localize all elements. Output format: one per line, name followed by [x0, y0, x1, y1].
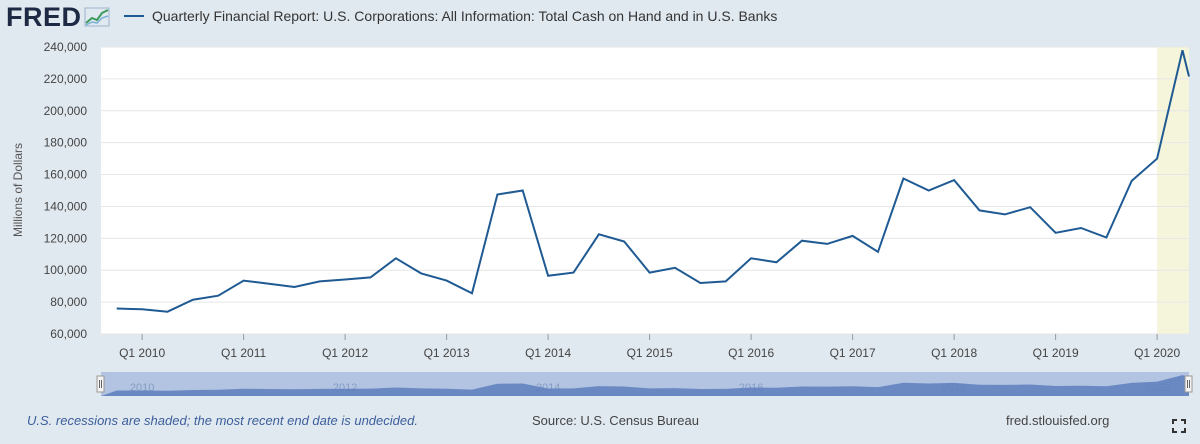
y-tick-label: 140,000 — [44, 199, 88, 213]
legend-series-label: Quarterly Financial Report: U.S. Corpora… — [152, 8, 778, 24]
x-tick-label: Q1 2017 — [830, 346, 876, 360]
source-note: Source: U.S. Census Bureau — [532, 413, 699, 428]
x-tick-label: Q1 2010 — [119, 346, 165, 360]
y-axis-ticks: 60,000 80,000 100,000 120,000 140,000 160,000… — [44, 40, 88, 341]
series-line — [116, 49, 1190, 313]
navigator-selection[interactable] — [101, 372, 1189, 396]
y-axis-label: Millions of Dollars — [11, 143, 25, 237]
logo-text: FRED — [6, 1, 82, 32]
x-tick-label: Q1 2015 — [627, 346, 673, 360]
y-tick-label: 180,000 — [44, 136, 88, 150]
y-tick-label: 80,000 — [50, 295, 87, 309]
y-tick-label: 240,000 — [44, 40, 88, 54]
x-tick-label: Q1 2016 — [728, 346, 774, 360]
y-tick-label: 200,000 — [44, 104, 88, 118]
x-tick-label: Q1 2014 — [525, 346, 571, 360]
fullscreen-icon[interactable] — [1172, 419, 1186, 433]
site-link[interactable]: fred.stlouisfed.org — [1006, 413, 1110, 428]
chart-legend: Quarterly Financial Report: U.S. Corpora… — [124, 8, 777, 24]
y-tick-label: 220,000 — [44, 72, 88, 86]
range-navigator[interactable]: 201020122014201620182020 — [96, 372, 1193, 396]
legend-swatch — [124, 15, 144, 17]
x-tick-label: Q1 2019 — [1033, 346, 1079, 360]
logo-graph-icon — [84, 7, 109, 27]
x-tick-label: Q1 2020 — [1134, 346, 1180, 360]
y-tick-label: 60,000 — [50, 327, 87, 341]
navigator-left-handle[interactable] — [96, 375, 105, 393]
y-tick-label: 120,000 — [44, 231, 88, 245]
x-tick-label: Q1 2013 — [424, 346, 470, 360]
x-tick-label: Q1 2018 — [931, 346, 977, 360]
x-axis-ticks: Q1 2010 Q1 2011 Q1 2012 Q1 2013 Q1 2014 Q1 20… — [119, 334, 1180, 360]
y-tick-label: 100,000 — [44, 263, 88, 277]
fred-logo[interactable]: FRED — [6, 2, 110, 32]
grid-layer — [101, 46, 1189, 335]
plot-area — [101, 47, 1189, 334]
x-tick-label: Q1 2012 — [322, 346, 368, 360]
navigator-right-handle[interactable] — [1184, 375, 1193, 393]
recession-note: U.S. recessions are shaded; the most rec… — [27, 413, 418, 428]
x-tick-label: Q1 2011 — [221, 346, 266, 360]
navigator-area — [101, 375, 1189, 396]
y-tick-label: 160,000 — [44, 168, 88, 182]
